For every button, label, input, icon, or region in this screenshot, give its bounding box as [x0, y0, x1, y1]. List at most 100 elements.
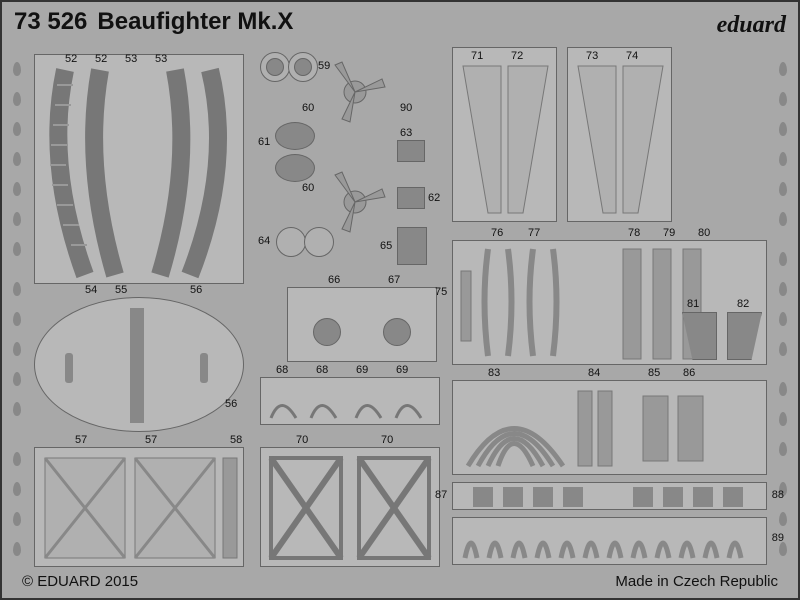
part-label: 73 — [586, 50, 598, 62]
part-89: 89 — [452, 517, 767, 565]
sprue-tab — [779, 382, 787, 396]
part-label: 56 — [190, 284, 202, 296]
part-label: 74 — [626, 50, 638, 62]
sprue-tab — [779, 442, 787, 456]
part-label: 77 — [528, 227, 540, 239]
sprue-tab — [779, 342, 787, 356]
sprue-tab — [13, 452, 21, 466]
sprue-tab — [779, 282, 787, 296]
part-87-88: 87 88 — [452, 482, 767, 510]
sprue-tab — [13, 242, 21, 256]
sprue-tab — [13, 92, 21, 106]
part-label: 58 — [230, 434, 242, 446]
part-label: 68 — [316, 364, 328, 376]
part-label: 64 — [258, 235, 270, 247]
part-label: 88 — [772, 489, 784, 501]
part-label: 80 — [698, 227, 710, 239]
part-number: 73 526 — [14, 8, 87, 36]
part-71-72: 71 72 — [452, 47, 557, 222]
part-68-69: 68 68 69 69 — [260, 377, 440, 425]
part-83-86: 83 84 85 86 — [452, 380, 767, 475]
sprue-tab — [13, 282, 21, 296]
sprue-tab — [779, 182, 787, 196]
sprue-tab — [13, 342, 21, 356]
part-label: 61 — [258, 136, 270, 148]
part-65: 65 — [397, 227, 427, 265]
part-60a: 60 — [320, 57, 390, 127]
header: 73 526 Beaufighter Mk.X eduard — [2, 8, 798, 36]
sprue-tab — [13, 212, 21, 226]
bracket-icon — [261, 378, 441, 426]
part-label: 52 — [65, 53, 77, 65]
part-label: 60 — [302, 182, 314, 194]
part-label: 54 — [85, 284, 97, 296]
sprue-tab — [779, 62, 787, 76]
part-54-56: 54 55 56 56 — [34, 297, 244, 432]
part-52-53-group: 52 52 53 53 — [34, 54, 244, 284]
sprue-tab — [13, 402, 21, 416]
part-label: 57 — [145, 434, 157, 446]
part-label: 69 — [356, 364, 368, 376]
ladder-strips-icon — [35, 55, 245, 285]
photoetch-sheet: 73 526 Beaufighter Mk.X eduard 52 52 53 … — [0, 0, 800, 600]
part-60b: 60 — [320, 167, 390, 237]
arc-icon — [453, 381, 768, 476]
part-73-74: 73 74 — [567, 47, 672, 222]
sprue-tab — [13, 312, 21, 326]
sprue-tab — [13, 122, 21, 136]
part-66-67: 66 67 — [287, 287, 437, 362]
sprue-tab — [779, 412, 787, 426]
part-57-58: 57 57 58 — [34, 447, 244, 567]
sprue-tab — [13, 62, 21, 76]
part-label: 70 — [381, 434, 393, 446]
part-label: 66 — [328, 274, 340, 286]
sprue-tab — [779, 92, 787, 106]
propeller-icon — [320, 57, 390, 127]
xframe-icon — [261, 448, 441, 568]
sprue-tab — [779, 212, 787, 226]
sprue-tab — [779, 542, 787, 556]
sprue-tab — [779, 512, 787, 526]
sprue-tab — [13, 182, 21, 196]
made-in-text: Made in Czech Republic — [615, 573, 778, 590]
sprue-tab — [779, 122, 787, 136]
sprue-tab — [13, 152, 21, 166]
fin-icon — [453, 48, 558, 223]
product-title: Beaufighter Mk.X — [97, 8, 293, 36]
sprue-tab — [779, 152, 787, 166]
sprue-tab — [13, 512, 21, 526]
part-label: 65 — [380, 240, 392, 252]
part-label: 72 — [511, 50, 523, 62]
part-label: 82 — [737, 298, 749, 310]
part-label: 83 — [488, 367, 500, 379]
part-label: 53 — [125, 53, 137, 65]
part-62: 62 — [397, 187, 425, 209]
part-59: 59 — [260, 52, 318, 84]
part-label: 63 — [400, 127, 412, 139]
part-label: 68 — [276, 364, 288, 376]
part-label: 78 — [628, 227, 640, 239]
fin-icon — [568, 48, 673, 223]
part-label: 67 — [388, 274, 400, 286]
hatch-panel-icon — [35, 448, 245, 568]
part-label: 75 — [435, 286, 447, 298]
part-label: 69 — [396, 364, 408, 376]
part-label: 52 — [95, 53, 107, 65]
part-label: 57 — [75, 434, 87, 446]
part-label: 62 — [428, 192, 440, 204]
part-70: 70 70 — [260, 447, 440, 567]
sprue-tab — [779, 312, 787, 326]
rib-strip-icon — [453, 518, 768, 566]
part-label: 60 — [302, 102, 314, 114]
part-75-80: 75 76 77 78 79 80 — [452, 240, 767, 365]
copyright-text: © EDUARD 2015 — [22, 573, 138, 590]
propeller-icon — [320, 167, 390, 237]
part-label: 90 — [400, 102, 412, 114]
part-label: 79 — [663, 227, 675, 239]
part-label: 84 — [588, 367, 600, 379]
part-label: 70 — [296, 434, 308, 446]
part-label: 53 — [155, 53, 167, 65]
sprue-tab — [13, 482, 21, 496]
part-label: 56 — [225, 398, 237, 410]
part-label: 86 — [683, 367, 695, 379]
